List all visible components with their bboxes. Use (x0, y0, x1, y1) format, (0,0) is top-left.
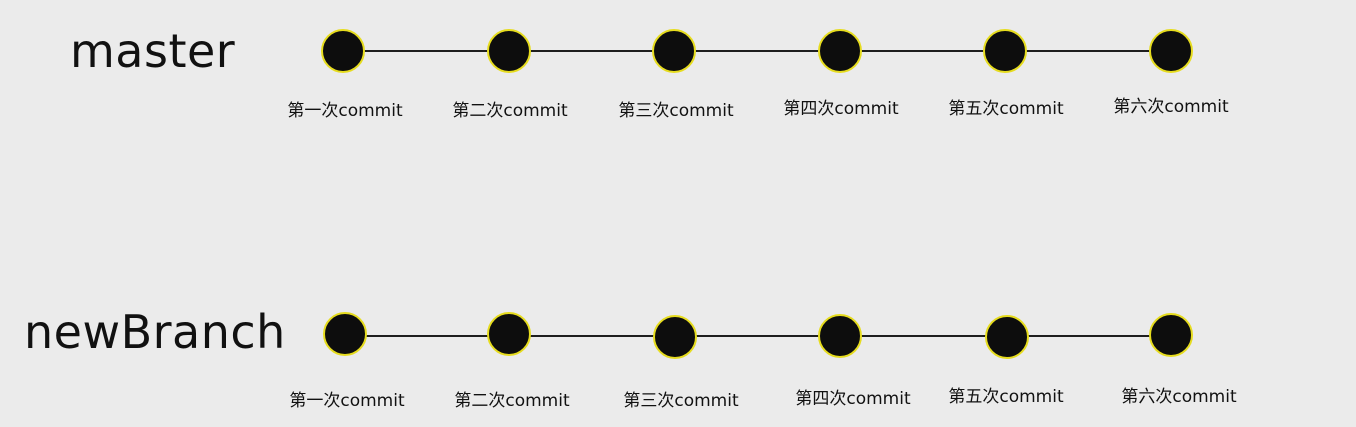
commit-line-master (343, 50, 1171, 52)
commit-label-master-3: 第三次commit (618, 101, 734, 121)
commit-label-master-4: 第四次commit (783, 99, 899, 119)
commit-label-newbranch-6: 第六次commit (1121, 387, 1237, 407)
branch-label-master: master (70, 24, 236, 78)
branch-label-newbranch: newBranch (24, 305, 286, 359)
commit-node-master-5 (983, 29, 1027, 73)
commit-node-newbranch-4 (818, 314, 862, 358)
commit-node-master-2 (487, 29, 531, 73)
commit-label-newbranch-3: 第三次commit (623, 391, 739, 411)
commit-label-newbranch-2: 第二次commit (454, 391, 570, 411)
commit-node-newbranch-5 (985, 315, 1029, 359)
commit-node-newbranch-3 (653, 315, 697, 359)
commit-node-master-6 (1149, 29, 1193, 73)
commit-line-newbranch (345, 335, 1171, 337)
commit-label-master-5: 第五次commit (948, 99, 1064, 119)
commit-label-newbranch-4: 第四次commit (795, 389, 911, 409)
commit-label-master-6: 第六次commit (1113, 97, 1229, 117)
commit-label-master-1: 第一次commit (287, 101, 403, 121)
commit-label-newbranch-5: 第五次commit (948, 387, 1064, 407)
commit-node-newbranch-6 (1149, 313, 1193, 357)
commit-node-master-1 (321, 29, 365, 73)
commit-node-master-4 (818, 29, 862, 73)
commit-node-newbranch-2 (487, 312, 531, 356)
commit-node-master-3 (652, 29, 696, 73)
commit-node-newbranch-1 (323, 312, 367, 356)
commit-label-newbranch-1: 第一次commit (289, 391, 405, 411)
commit-label-master-2: 第二次commit (452, 101, 568, 121)
